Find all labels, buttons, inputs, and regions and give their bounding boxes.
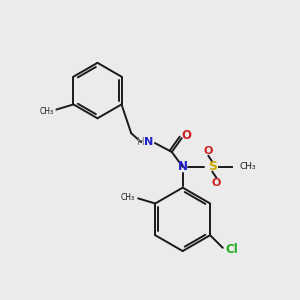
Text: H: H (137, 137, 145, 147)
Text: N: N (178, 160, 188, 173)
Text: N: N (144, 137, 154, 147)
Text: S: S (208, 160, 217, 173)
Text: O: O (204, 146, 213, 156)
Text: CH₃: CH₃ (120, 193, 134, 202)
Text: O: O (182, 129, 192, 142)
Text: CH₃: CH₃ (39, 107, 53, 116)
Text: CH₃: CH₃ (239, 162, 256, 171)
Text: Cl: Cl (226, 243, 238, 256)
Text: O: O (212, 178, 221, 188)
